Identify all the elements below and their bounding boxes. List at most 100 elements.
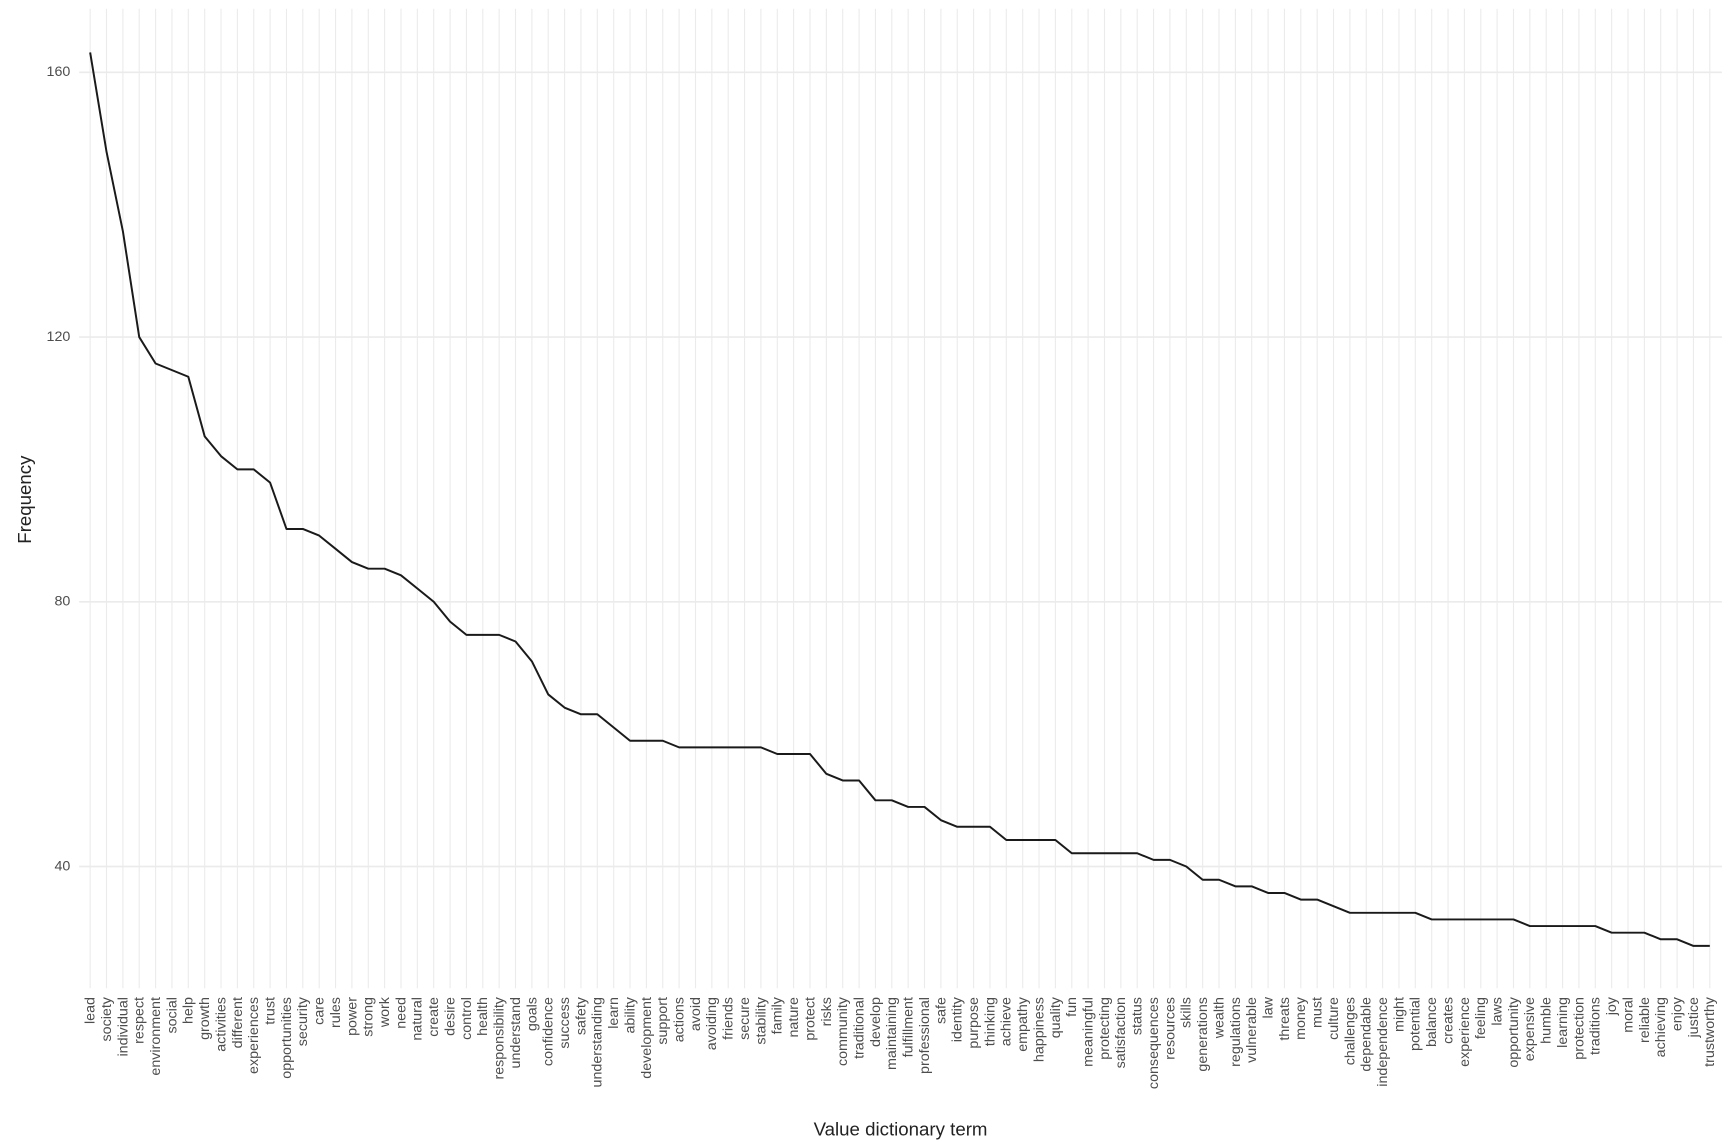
x-tick-label: status	[1130, 997, 1146, 1035]
x-tick-label: achieving	[1653, 997, 1669, 1057]
x-tick-label: satisfaction	[1113, 997, 1129, 1068]
x-tick-label: balance	[1424, 997, 1440, 1047]
x-tick-label: rules	[328, 997, 344, 1028]
x-tick-label: culture	[1326, 997, 1342, 1040]
x-tick-label: strong	[361, 997, 377, 1037]
x-tick-label: society	[99, 996, 115, 1041]
x-tick-label: maintaining	[884, 997, 900, 1070]
x-tick-label: consequences	[1146, 997, 1162, 1089]
x-tick-label: activities	[213, 997, 229, 1052]
x-tick-label: enjoy	[1669, 996, 1685, 1031]
x-tick-label: moral	[1620, 997, 1636, 1033]
x-tick-label: social	[164, 997, 180, 1033]
x-tick-label: achieve	[999, 997, 1015, 1046]
x-tick-label: challenges	[1342, 997, 1358, 1065]
x-tick-label: law	[1260, 996, 1276, 1018]
x-tick-label: risks	[819, 997, 835, 1026]
x-tick-label: lead	[83, 997, 99, 1024]
x-tick-label: humble	[1539, 997, 1555, 1044]
x-tick-label: laws	[1490, 997, 1506, 1026]
x-tick-label: expensive	[1522, 997, 1538, 1061]
x-tick-label: threats	[1277, 997, 1293, 1041]
x-tick-label: responsibility	[492, 996, 508, 1079]
x-tick-label: fulfillment	[901, 997, 917, 1057]
x-tick-label: environment	[148, 997, 164, 1076]
x-tick-label: creates	[1440, 997, 1456, 1044]
x-tick-label: need	[393, 997, 409, 1029]
x-tick-label: vulnerable	[1244, 997, 1260, 1063]
x-tick-label: help	[181, 997, 197, 1024]
x-tick-label: friends	[721, 997, 737, 1040]
x-tick-label: traditions	[1588, 997, 1604, 1055]
x-tick-label: purpose	[966, 997, 982, 1049]
x-tick-label: secure	[737, 997, 753, 1040]
x-tick-label: growth	[197, 997, 213, 1040]
x-axis-title: Value dictionary term	[814, 1118, 988, 1139]
x-tick-label: independence	[1375, 997, 1391, 1087]
x-tick-label: community	[835, 996, 851, 1066]
x-tick-label: wealth	[1211, 997, 1227, 1039]
x-tick-label: opportunity	[1506, 996, 1522, 1067]
x-tick-label: potential	[1408, 997, 1424, 1051]
y-tick-label: 120	[47, 329, 71, 345]
x-tick-label: trust	[263, 997, 279, 1025]
x-tick-label: trustworthy	[1702, 996, 1718, 1067]
x-tick-label: family	[770, 996, 786, 1034]
x-tick-label: development	[639, 997, 655, 1079]
x-tick-label: control	[459, 997, 475, 1040]
x-tick-label: might	[1391, 997, 1407, 1032]
x-tick-label: fun	[1064, 997, 1080, 1017]
x-tick-label: natural	[410, 997, 426, 1041]
x-tick-label: traditional	[851, 997, 867, 1059]
x-tick-label: identity	[950, 996, 966, 1042]
x-tick-label: learn	[606, 997, 622, 1029]
x-tick-label: must	[1310, 997, 1326, 1028]
x-tick-label: dependable	[1359, 997, 1375, 1072]
x-tick-label: experiences	[246, 997, 262, 1074]
x-tick-label: different	[230, 997, 246, 1048]
x-tick-label: meaningful	[1081, 997, 1097, 1067]
y-tick-label: 80	[55, 594, 71, 610]
x-tick-label: nature	[786, 997, 802, 1038]
x-tick-label: safety	[573, 996, 589, 1035]
x-tick-label: professional	[917, 997, 933, 1074]
x-tick-label: security	[295, 996, 311, 1046]
y-tick-label: 160	[47, 64, 71, 80]
y-tick-label: 40	[55, 858, 71, 874]
x-tick-label: protect	[802, 997, 818, 1041]
x-tick-label: power	[344, 997, 360, 1036]
x-tick-label: regulations	[1228, 997, 1244, 1067]
x-tick-label: avoid	[688, 997, 704, 1031]
x-tick-label: understand	[508, 997, 524, 1068]
x-tick-label: respect	[132, 997, 148, 1044]
data-line	[89, 52, 1710, 947]
x-tick-label: thinking	[982, 997, 998, 1046]
x-tick-label: understanding	[590, 997, 606, 1087]
x-tick-label: joy	[1604, 996, 1620, 1016]
x-tick-label: goals	[524, 997, 540, 1031]
x-tick-label: happiness	[1031, 997, 1047, 1062]
x-tick-label: health	[475, 997, 491, 1036]
x-tick-label: safe	[933, 997, 949, 1024]
x-tick-label: work	[377, 996, 393, 1028]
x-tick-label: generations	[1195, 997, 1211, 1072]
x-tick-label: individual	[115, 997, 131, 1056]
x-tick-label: actions	[672, 997, 688, 1042]
x-tick-label: support	[655, 997, 671, 1045]
x-tick-label: ability	[622, 996, 638, 1033]
x-tick-label: stability	[753, 996, 769, 1044]
x-tick-label: skills	[1179, 997, 1195, 1028]
x-tick-label: success	[557, 997, 573, 1049]
x-tick-label: experience	[1457, 997, 1473, 1067]
x-tick-label: justice	[1686, 997, 1702, 1039]
x-tick-label: confidence	[541, 997, 557, 1066]
y-axis-title: Frequency	[14, 455, 35, 544]
x-tick-label: feeling	[1473, 997, 1489, 1039]
x-tick-label: money	[1293, 996, 1309, 1040]
x-tick-label: opportunities	[279, 997, 295, 1079]
x-tick-label: desire	[442, 997, 458, 1036]
x-tick-label: resources	[1162, 997, 1178, 1060]
x-tick-label: learning	[1555, 997, 1571, 1048]
x-tick-label: quality	[1048, 996, 1064, 1038]
